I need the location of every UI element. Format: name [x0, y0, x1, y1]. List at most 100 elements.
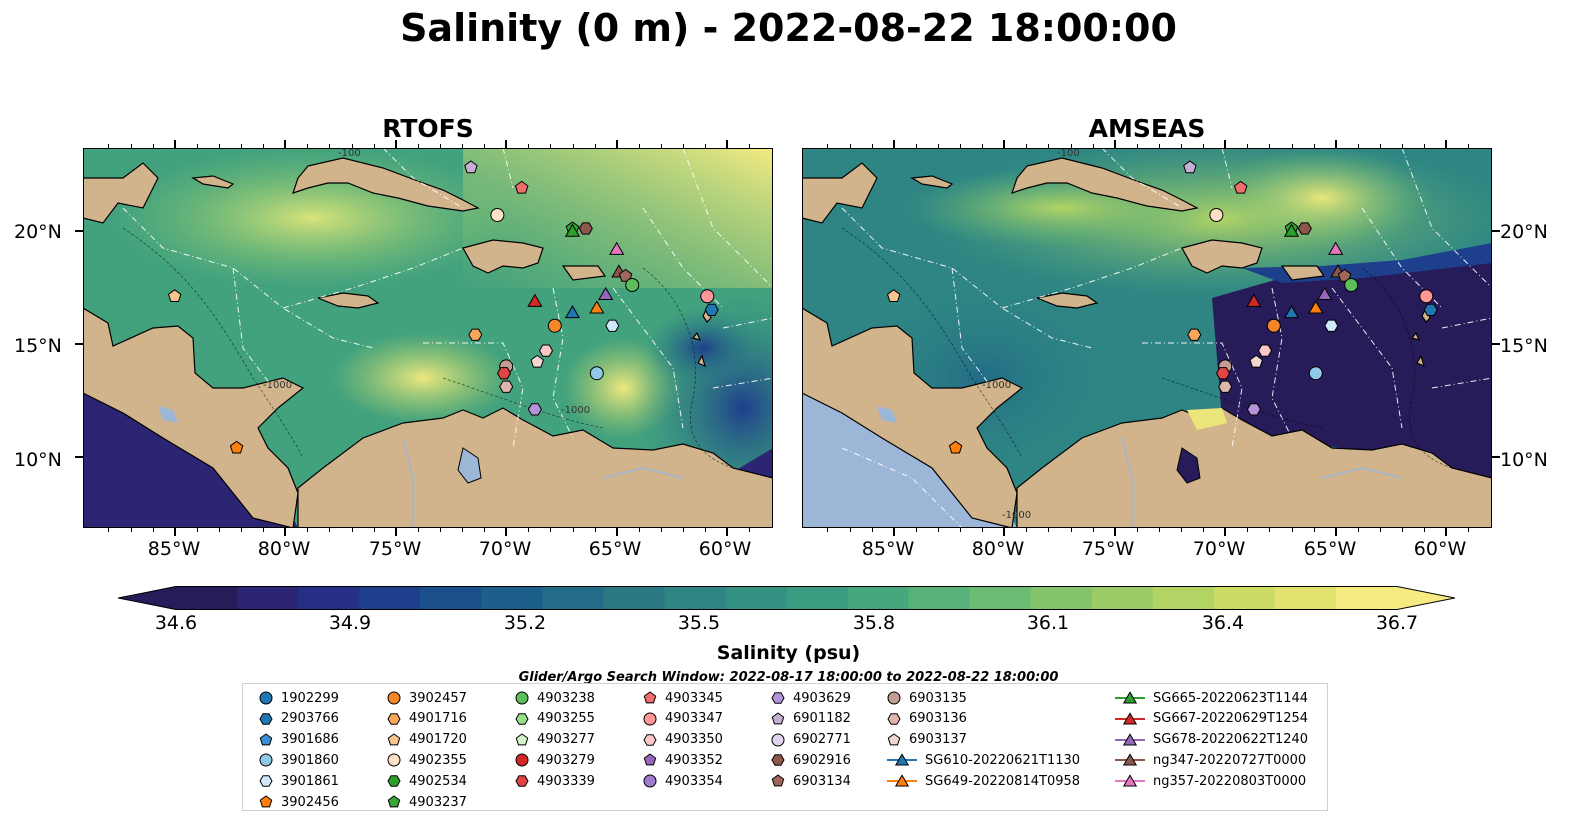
observation-marker-SG678-20220622T1240[interactable] [598, 286, 614, 301]
observation-marker-6901182[interactable] [464, 160, 478, 174]
observation-marker-3901860[interactable] [589, 366, 604, 381]
legend-marker-icon [259, 753, 273, 767]
observation-marker-3902456[interactable] [229, 440, 244, 454]
observation-marker-4903339[interactable] [496, 367, 512, 380]
legend-marker-icon [259, 775, 273, 787]
observation-marker-6901182[interactable] [1183, 160, 1197, 174]
observation-marker-SG649-20220814T0958[interactable] [1308, 300, 1324, 314]
minor-tick [1181, 528, 1182, 532]
map-frame [83, 148, 773, 528]
observation-marker-3902456[interactable] [948, 440, 963, 454]
legend-marker-icon [515, 713, 529, 725]
minor-tick [1115, 144, 1116, 148]
observation-marker-SG667-20220629T1254[interactable] [1246, 293, 1262, 307]
observation-marker-6903134[interactable] [1337, 268, 1352, 282]
legend-label: 6901182 [793, 711, 851, 727]
observation-marker-SG610-20220621T1130[interactable] [564, 304, 581, 319]
minor-tick [175, 528, 176, 532]
observation-marker-3902457[interactable] [547, 318, 562, 333]
colorbar-tick-label: 34.9 [328, 612, 372, 634]
observation-marker-4903629[interactable] [527, 403, 542, 416]
legend-item: 6903135 [887, 688, 967, 708]
observation-marker-4903629[interactable] [1246, 403, 1261, 416]
observation-marker-6903136[interactable] [499, 380, 514, 393]
observation-marker-ng357-20220803T0000[interactable] [1328, 241, 1344, 255]
lon-tick-bottom [893, 528, 895, 536]
minor-tick [1292, 144, 1293, 148]
observation-marker-4903345[interactable] [514, 180, 529, 194]
colorbar-tick-label: 36.7 [1375, 612, 1419, 634]
observation-marker-4903238[interactable] [625, 278, 640, 292]
legend-label: 3902457 [409, 690, 467, 706]
lon-label-amseas-70w: 70°W [1192, 538, 1246, 560]
observation-marker-6902916[interactable] [1297, 222, 1312, 235]
colorbar-segment [481, 586, 543, 610]
observation-marker-6903136[interactable] [1218, 380, 1233, 393]
observation-marker-6902916[interactable] [578, 222, 593, 235]
observation-marker-4902355[interactable] [490, 208, 505, 222]
minor-tick [285, 144, 286, 148]
observation-marker-4903339[interactable] [1215, 367, 1231, 380]
map-panel-amseas[interactable]: -100 -1000 -1000 [802, 148, 1492, 528]
legend-item: ng347-20220727T0000 [1115, 750, 1306, 770]
observation-marker-4901716[interactable] [468, 328, 483, 341]
minor-tick [219, 528, 220, 532]
observation-marker-SG665-20220623T1144[interactable] [1283, 223, 1300, 237]
legend-label: 4903345 [665, 690, 723, 706]
lon-label-rtofs-65w: 65°W [588, 538, 642, 560]
legend-label: 1902299 [281, 690, 339, 706]
legend-marker-icon [887, 732, 901, 745]
observation-markers [167, 160, 719, 454]
minor-tick [241, 528, 242, 532]
observation-marker-4903350[interactable] [538, 344, 554, 357]
observation-marker-4903345[interactable] [1233, 180, 1248, 194]
colorbar-tick-label: 35.2 [503, 612, 547, 634]
contour-labels: -100 -1000 -1000 [263, 148, 590, 416]
lake-nicaragua [877, 406, 897, 423]
minor-tick [1292, 528, 1293, 532]
observation-marker-3901861[interactable] [605, 319, 620, 332]
observation-marker-SG678-20220622T1240[interactable] [1317, 286, 1333, 301]
observation-marker-4901720[interactable] [886, 289, 901, 303]
observation-marker-SG667-20220629T1254[interactable] [527, 293, 543, 307]
observation-marker-4903347[interactable] [700, 289, 715, 304]
minor-tick [872, 144, 873, 148]
legend-marker-icon [1115, 712, 1145, 725]
minor-tick [1446, 528, 1447, 532]
colorbar-segment [359, 586, 421, 610]
observation-marker-4901720[interactable] [167, 289, 182, 303]
observation-marker-6903137[interactable] [530, 354, 544, 368]
observation-marker-4903350[interactable] [1257, 344, 1273, 357]
observation-marker-SG665-20220623T1144[interactable] [564, 223, 581, 237]
minor-tick [1093, 528, 1094, 532]
legend-item: 4901720 [387, 730, 467, 750]
minor-tick [1468, 528, 1469, 532]
lat-label-right-15: 15°N [1500, 335, 1548, 357]
observation-marker-3902457[interactable] [1266, 318, 1281, 333]
map-panel-rtofs[interactable]: -100 -1000 -1000 [83, 148, 773, 528]
observation-marker-6903137[interactable] [1249, 354, 1263, 368]
legend-item: 3901686 [259, 730, 339, 750]
rivers [402, 437, 684, 528]
observation-marker-3901860[interactable] [1308, 366, 1323, 381]
observation-marker-SG649-20220814T0958[interactable] [589, 300, 605, 314]
lat-tick-right [1492, 343, 1500, 345]
observation-marker-4903347[interactable] [1419, 289, 1434, 304]
observation-marker-6903134[interactable] [618, 268, 633, 282]
minor-tick [1203, 144, 1204, 148]
legend-label: ng347-20220727T0000 [1153, 752, 1307, 768]
legend-label: 4903354 [665, 773, 723, 789]
observation-marker-4902355[interactable] [1209, 208, 1224, 222]
minor-tick [108, 144, 109, 148]
observation-marker-4901716[interactable] [1187, 328, 1202, 341]
observation-marker-2903766[interactable] [704, 303, 719, 317]
observation-marker-2903766[interactable] [1423, 303, 1438, 317]
observation-marker-SG610-20220621T1130[interactable] [1283, 304, 1300, 319]
legend-item: SG649-20220814T0958 [887, 771, 1080, 791]
legend-label: 4902534 [409, 773, 467, 789]
observation-marker-4903238[interactable] [1344, 278, 1359, 292]
legend-marker-icon [387, 713, 401, 725]
minor-tick [850, 144, 851, 148]
observation-marker-ng357-20220803T0000[interactable] [609, 241, 625, 255]
observation-marker-3901861[interactable] [1324, 319, 1339, 332]
